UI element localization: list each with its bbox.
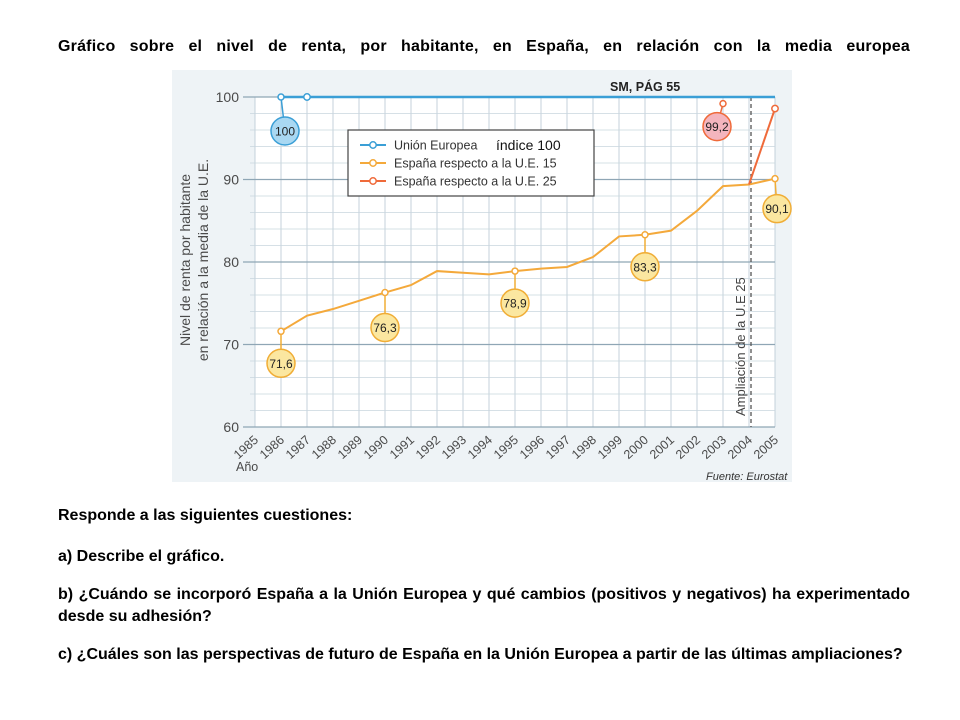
data-label: 90,1 xyxy=(765,202,789,216)
spain-eu15-series-line xyxy=(280,177,776,333)
data-label: 71,6 xyxy=(269,357,293,371)
source-label: SM, PÁG 55 xyxy=(610,79,680,94)
callout-bubble xyxy=(762,193,792,224)
data-point-marker xyxy=(771,174,779,183)
x-axis-label: Año xyxy=(236,460,258,474)
data-label: 99,2 xyxy=(705,120,729,134)
questions-section: Responde a las siguientes cuestiones: a)… xyxy=(58,505,910,682)
data-point-marker xyxy=(641,231,649,239)
data-label: 100 xyxy=(275,125,295,139)
data-label: 78,9 xyxy=(503,297,527,311)
y-tick-label: 80 xyxy=(223,254,239,270)
page-title: Gráfico sobre el nivel de renta, por hab… xyxy=(58,38,910,55)
data-point-marker xyxy=(381,288,389,297)
eu-point-marker xyxy=(303,93,311,101)
y-tick-label: 100 xyxy=(216,89,240,105)
chart-container: 60 70 80 90 100 1985 1986 1987 1988 1989 1990 1991 1… xyxy=(172,70,792,482)
legend-swatch-marker xyxy=(369,159,377,167)
questions-intro: Responde a las siguientes cuestiones: xyxy=(58,507,353,524)
callout-bubble xyxy=(370,312,400,343)
spain-eu25-series-line xyxy=(748,108,776,185)
callout-bubble xyxy=(500,288,530,318)
question-a: a) Describe el gráfico. xyxy=(58,548,225,565)
source-footer: Fuente: Eurostat xyxy=(706,471,788,482)
legend-note: índice 100 xyxy=(496,137,561,153)
y-tick-label: 90 xyxy=(223,172,239,188)
question-c: c) ¿Cuáles son las perspectivas de futur… xyxy=(58,646,903,663)
data-label: 76,3 xyxy=(373,321,397,335)
y-tick-label: 70 xyxy=(223,337,239,353)
data-point-marker xyxy=(277,93,285,101)
callout-bubble xyxy=(630,252,660,282)
callout-bubble xyxy=(266,348,296,379)
data-label: 83,3 xyxy=(633,260,657,274)
callout-bubble xyxy=(270,116,300,146)
y-axis-label-line-2: en relación a la media de la U.E. xyxy=(195,159,211,361)
callout-bubble xyxy=(702,111,732,142)
y-tick-label: 60 xyxy=(223,419,239,435)
legend-entry: Unión Europea xyxy=(394,139,477,153)
income-line-chart: 6070809010019851986198719881989199019911… xyxy=(172,70,792,482)
data-point-marker xyxy=(277,327,285,336)
y-axis-label: Nivel de renta por habitante xyxy=(177,174,193,346)
eu25-end-marker xyxy=(771,104,779,113)
enlargement-label: Ampliación de la U.E 25 xyxy=(733,277,748,416)
legend-entry: España respecto a la U.E. 25 xyxy=(394,175,557,189)
data-point-marker xyxy=(511,267,519,275)
legend-entry: España respecto a la U.E. 15 xyxy=(394,157,557,171)
legend-box xyxy=(347,129,595,197)
data-point-marker xyxy=(719,99,727,108)
legend-swatch-marker xyxy=(369,177,377,185)
legend-swatch-marker xyxy=(369,141,377,149)
question-b: b) ¿Cuándo se incorporó España a la Unió… xyxy=(58,586,910,625)
